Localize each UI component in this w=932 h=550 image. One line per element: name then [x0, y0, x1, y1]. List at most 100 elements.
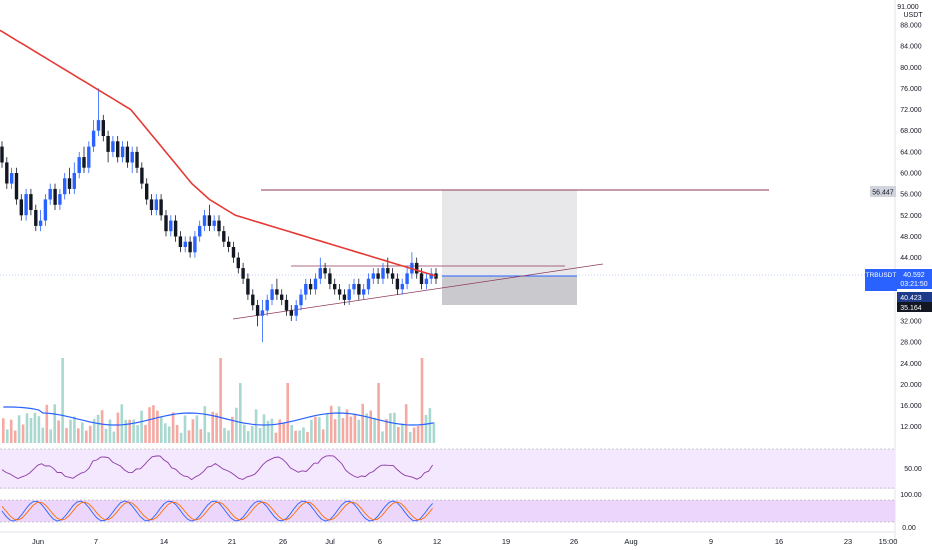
volume-bar — [140, 410, 143, 443]
candle-body — [294, 305, 298, 316]
volume-bar — [124, 419, 128, 443]
volume-bar — [207, 432, 210, 443]
candle-body — [140, 167, 144, 184]
volume-bar — [369, 410, 372, 443]
volume-bar — [65, 427, 68, 443]
target-price-text: 56.447 — [872, 190, 894, 197]
volume-bar — [187, 430, 191, 443]
volume-bar — [397, 427, 400, 443]
candle-body — [106, 136, 110, 152]
volume-bar — [6, 429, 9, 443]
volume-bar — [9, 419, 13, 443]
volume-bar — [270, 418, 274, 443]
stoch-axis-bottom: 0.00 — [902, 525, 916, 532]
rsi-line — [1, 455, 433, 481]
volume-bar — [128, 419, 131, 443]
candle-body — [381, 268, 385, 279]
candle-body — [241, 268, 245, 279]
volume-bar — [120, 404, 124, 443]
price-tick-label: 24.000 — [900, 361, 922, 368]
volume-bar — [45, 404, 49, 443]
price-tick-label: 32.000 — [900, 319, 922, 326]
candle-body — [154, 199, 158, 210]
volume-bar — [321, 429, 325, 443]
candle-body — [308, 284, 313, 290]
candle-body — [77, 157, 81, 173]
time-tick-label: 26 — [570, 537, 578, 546]
candle-body — [173, 220, 178, 237]
price-tick-label: 44.000 — [900, 255, 922, 262]
candle-body — [328, 273, 332, 284]
candle-body — [212, 220, 216, 226]
time-tick-label: 12 — [433, 537, 441, 546]
price-tick-label: 76.000 — [900, 86, 922, 93]
volume-bar — [17, 415, 21, 443]
candle-body — [352, 284, 356, 290]
candle-body — [419, 273, 424, 284]
price-tick-label: 68.000 — [900, 128, 922, 135]
candle-body — [145, 183, 149, 200]
target-zone-box[interactable] — [442, 190, 577, 276]
current-price-badge — [897, 269, 932, 289]
candle-body — [265, 299, 269, 311]
candle-body — [333, 284, 337, 290]
volume-bar — [96, 414, 100, 443]
candle-body — [390, 273, 395, 279]
volume-bar — [195, 415, 199, 443]
time-tick-label: 15:00 — [879, 537, 898, 546]
volume-bar — [167, 426, 171, 443]
candle-body — [246, 278, 250, 295]
candle-body — [270, 289, 274, 300]
candle-body — [424, 278, 429, 284]
volume-bar — [306, 432, 309, 443]
volume-bar — [171, 412, 175, 443]
stop-zone-box[interactable] — [442, 276, 577, 305]
candle-body — [149, 199, 154, 210]
time-tick-label: 16 — [775, 537, 783, 546]
volume-bar — [416, 426, 420, 443]
candle-body — [169, 220, 173, 232]
candle-body — [275, 289, 279, 295]
target-price-badge — [870, 186, 896, 197]
volume-bar — [262, 414, 266, 443]
candle-body — [82, 157, 86, 168]
candle-body — [0, 146, 4, 163]
candle-body — [53, 188, 57, 205]
currency-label: USDT — [903, 12, 923, 19]
volume-bar — [25, 413, 29, 443]
volume-bar — [144, 424, 147, 443]
volume-bar — [100, 410, 104, 443]
time-tick-label: 19 — [502, 537, 510, 546]
candle-body — [255, 305, 260, 316]
candle-body — [178, 236, 183, 247]
symbol-badge-text: TRBUSDT — [866, 272, 897, 279]
candle-body — [362, 289, 366, 295]
volume-bar — [211, 411, 214, 443]
volume-bar — [57, 420, 60, 443]
volume-bar — [191, 419, 195, 443]
volume-bar — [41, 427, 45, 443]
rsi-axis-label: 50.00 — [904, 466, 922, 473]
volume-bar — [393, 412, 396, 443]
candle-body — [96, 120, 101, 131]
candle-body — [280, 294, 284, 300]
candle-body — [24, 194, 28, 216]
candle-body — [227, 241, 231, 247]
candle-body — [48, 188, 52, 200]
candle-body — [376, 273, 380, 279]
volume-bar — [219, 358, 222, 443]
candle-body — [67, 178, 72, 189]
candle-body — [318, 268, 322, 279]
candle-body — [231, 247, 236, 258]
volume-bar — [164, 423, 167, 443]
candle-body — [222, 231, 226, 242]
price-tick-label: 52.000 — [900, 213, 922, 220]
time-tick-label: 7 — [94, 537, 98, 546]
volume-bar — [61, 358, 64, 443]
candle-body — [14, 173, 19, 200]
volume-bar — [353, 413, 357, 443]
time-tick-label: 21 — [228, 537, 236, 546]
volume-bar — [199, 429, 203, 443]
candle-body — [415, 262, 419, 274]
